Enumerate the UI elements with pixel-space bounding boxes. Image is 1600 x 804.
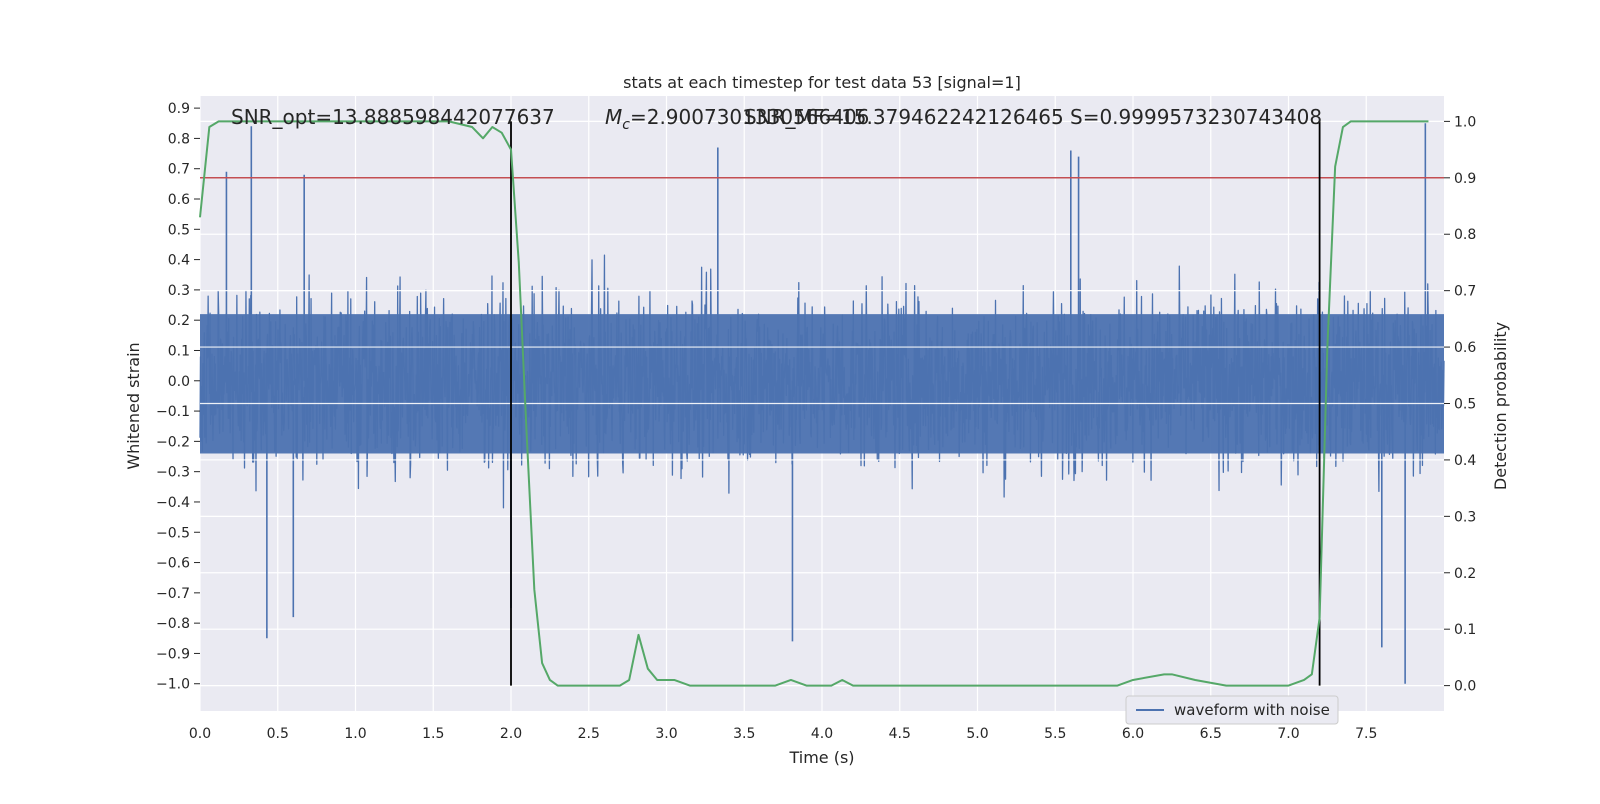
x-tick-label: 5.5	[1044, 726, 1066, 742]
y-left-tick-label: 0.4	[168, 253, 190, 269]
y-left-tick-label: 0.9	[168, 101, 190, 117]
y-left-tick-label: −0.1	[156, 404, 190, 420]
y-left-tick-label: 0.2	[168, 313, 190, 329]
y-right-tick-label: 1.0	[1454, 114, 1476, 130]
annotation-snr-mf: SNR_MF=15.379462242126465	[744, 105, 1064, 129]
y-right-tick-label: 0.2	[1454, 566, 1476, 582]
x-tick-label: 7.5	[1355, 726, 1377, 742]
x-tick-label: 6.0	[1122, 726, 1144, 742]
y-left-tick-label: −1.0	[156, 677, 190, 693]
x-tick-label: 4.5	[889, 726, 911, 742]
y-axis-left-label: Whitened strain	[124, 342, 143, 469]
x-tick-label: 0.0	[189, 726, 211, 742]
y-right-tick-label: 0.1	[1454, 622, 1476, 638]
annotation-mc-value: =2.9007301330566406	[630, 105, 869, 129]
tick-layer: 0.0 0.5 1.0 1.5 2.0 2.5 3.0 3.5 4.0 4.5 5.0 5.5 6.0 6…	[156, 101, 1476, 742]
x-tick-label: 3.5	[733, 726, 755, 742]
y-right-tick-label: 0.9	[1454, 171, 1476, 187]
annotation-mc-symbol: M	[605, 105, 622, 129]
y-left-tick-label: −0.2	[156, 434, 190, 450]
x-tick-label: 5.0	[966, 726, 988, 742]
y-left-tick-label: −0.5	[156, 525, 190, 541]
y-right-tick-label: 0.8	[1454, 227, 1476, 243]
annotation-s-value: S=0.9999573230743408	[1070, 105, 1322, 129]
annotation-mc-subscript: c	[622, 117, 630, 133]
x-tick-label: 4.0	[811, 726, 833, 742]
y-left-tick-label: −0.7	[156, 586, 190, 602]
waveform-dense-core	[200, 314, 1444, 454]
y-left-tick-label: 0.5	[168, 222, 190, 238]
y-left-tick-label: −0.4	[156, 495, 190, 511]
chart-title: stats at each timestep for test data 53 …	[623, 73, 1021, 92]
legend-label-waveform: waveform with noise	[1174, 701, 1330, 719]
x-tick-label: 2.0	[500, 726, 522, 742]
x-tick-label: 7.0	[1277, 726, 1299, 742]
x-tick-label: 1.5	[422, 726, 444, 742]
x-tick-label: 1.0	[344, 726, 366, 742]
y-left-tick-label: 0.6	[168, 192, 190, 208]
x-axis-label: Time (s)	[788, 748, 854, 767]
y-right-tick-label: 0.6	[1454, 340, 1476, 356]
y-left-tick-label: 0.8	[168, 131, 190, 147]
y-left-tick-label: −0.6	[156, 556, 190, 572]
y-right-tick-label: 0.5	[1454, 397, 1476, 413]
y-left-tick-label: −0.3	[156, 465, 190, 481]
y-left-tick-label: 0.0	[168, 374, 190, 390]
y-right-tick-label: 0.3	[1454, 509, 1476, 525]
y-left-tick-label: −0.9	[156, 646, 190, 662]
y-right-tick-label: 0.4	[1454, 453, 1476, 469]
overlay-layer	[199, 120, 1444, 687]
x-tick-label: 2.5	[578, 726, 600, 742]
annotation-snr-opt: SNR_opt=13.888598442077637	[231, 105, 555, 129]
y-left-tick-label: 0.7	[168, 162, 190, 178]
legend: waveform with noise	[1125, 695, 1339, 725]
y-right-tick-label: 0.7	[1454, 284, 1476, 300]
y-left-tick-label: −0.8	[156, 616, 190, 632]
y-right-tick-label: 0.0	[1454, 679, 1476, 695]
y-axis-right-label: Detection probability	[1491, 322, 1510, 490]
y-left-tick-label: 0.1	[168, 343, 190, 359]
annotation-chirp-mass: Mc=2.9007301330566406	[605, 105, 869, 133]
x-tick-label: 6.5	[1200, 726, 1222, 742]
legend-box	[1125, 695, 1339, 725]
x-tick-label: 0.5	[267, 726, 289, 742]
detection-probability-line	[199, 120, 1429, 687]
x-tick-label: 3.0	[655, 726, 677, 742]
y-left-tick-label: 0.3	[168, 283, 190, 299]
waveform-series	[199, 123, 1445, 684]
